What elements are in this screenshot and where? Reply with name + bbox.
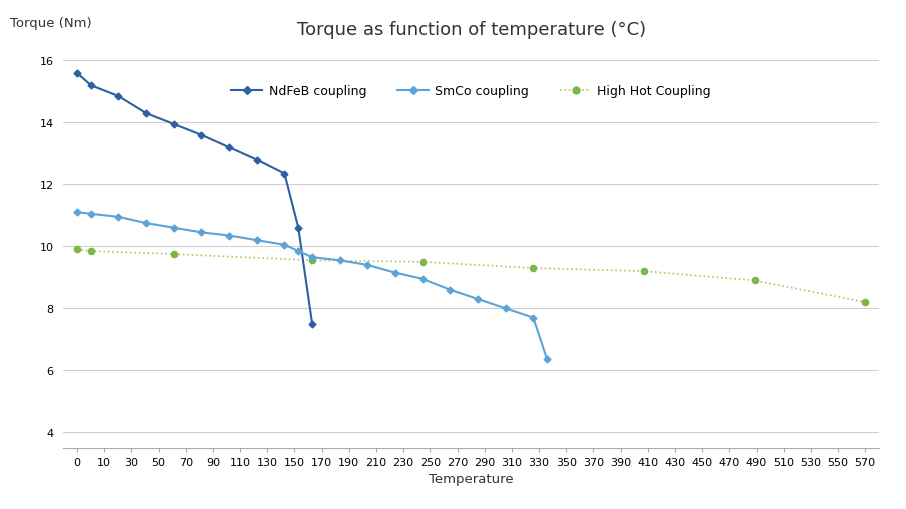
Point [858, 298, 872, 306]
Text: Torque (Nm): Torque (Nm) [11, 17, 92, 30]
Point [70, 246, 84, 254]
Point [416, 258, 430, 266]
Point [304, 257, 319, 265]
Legend: NdFeB coupling, SmCo coupling, High Hot Coupling: NdFeB coupling, SmCo coupling, High Hot … [226, 80, 716, 103]
Point [83, 247, 98, 256]
Point [167, 250, 181, 259]
X-axis label: Temperature: Temperature [429, 472, 514, 486]
Point [747, 277, 762, 285]
Point [526, 265, 541, 273]
Title: Torque as function of temperature (°C): Torque as function of temperature (°C) [296, 21, 646, 39]
Point [637, 268, 651, 276]
